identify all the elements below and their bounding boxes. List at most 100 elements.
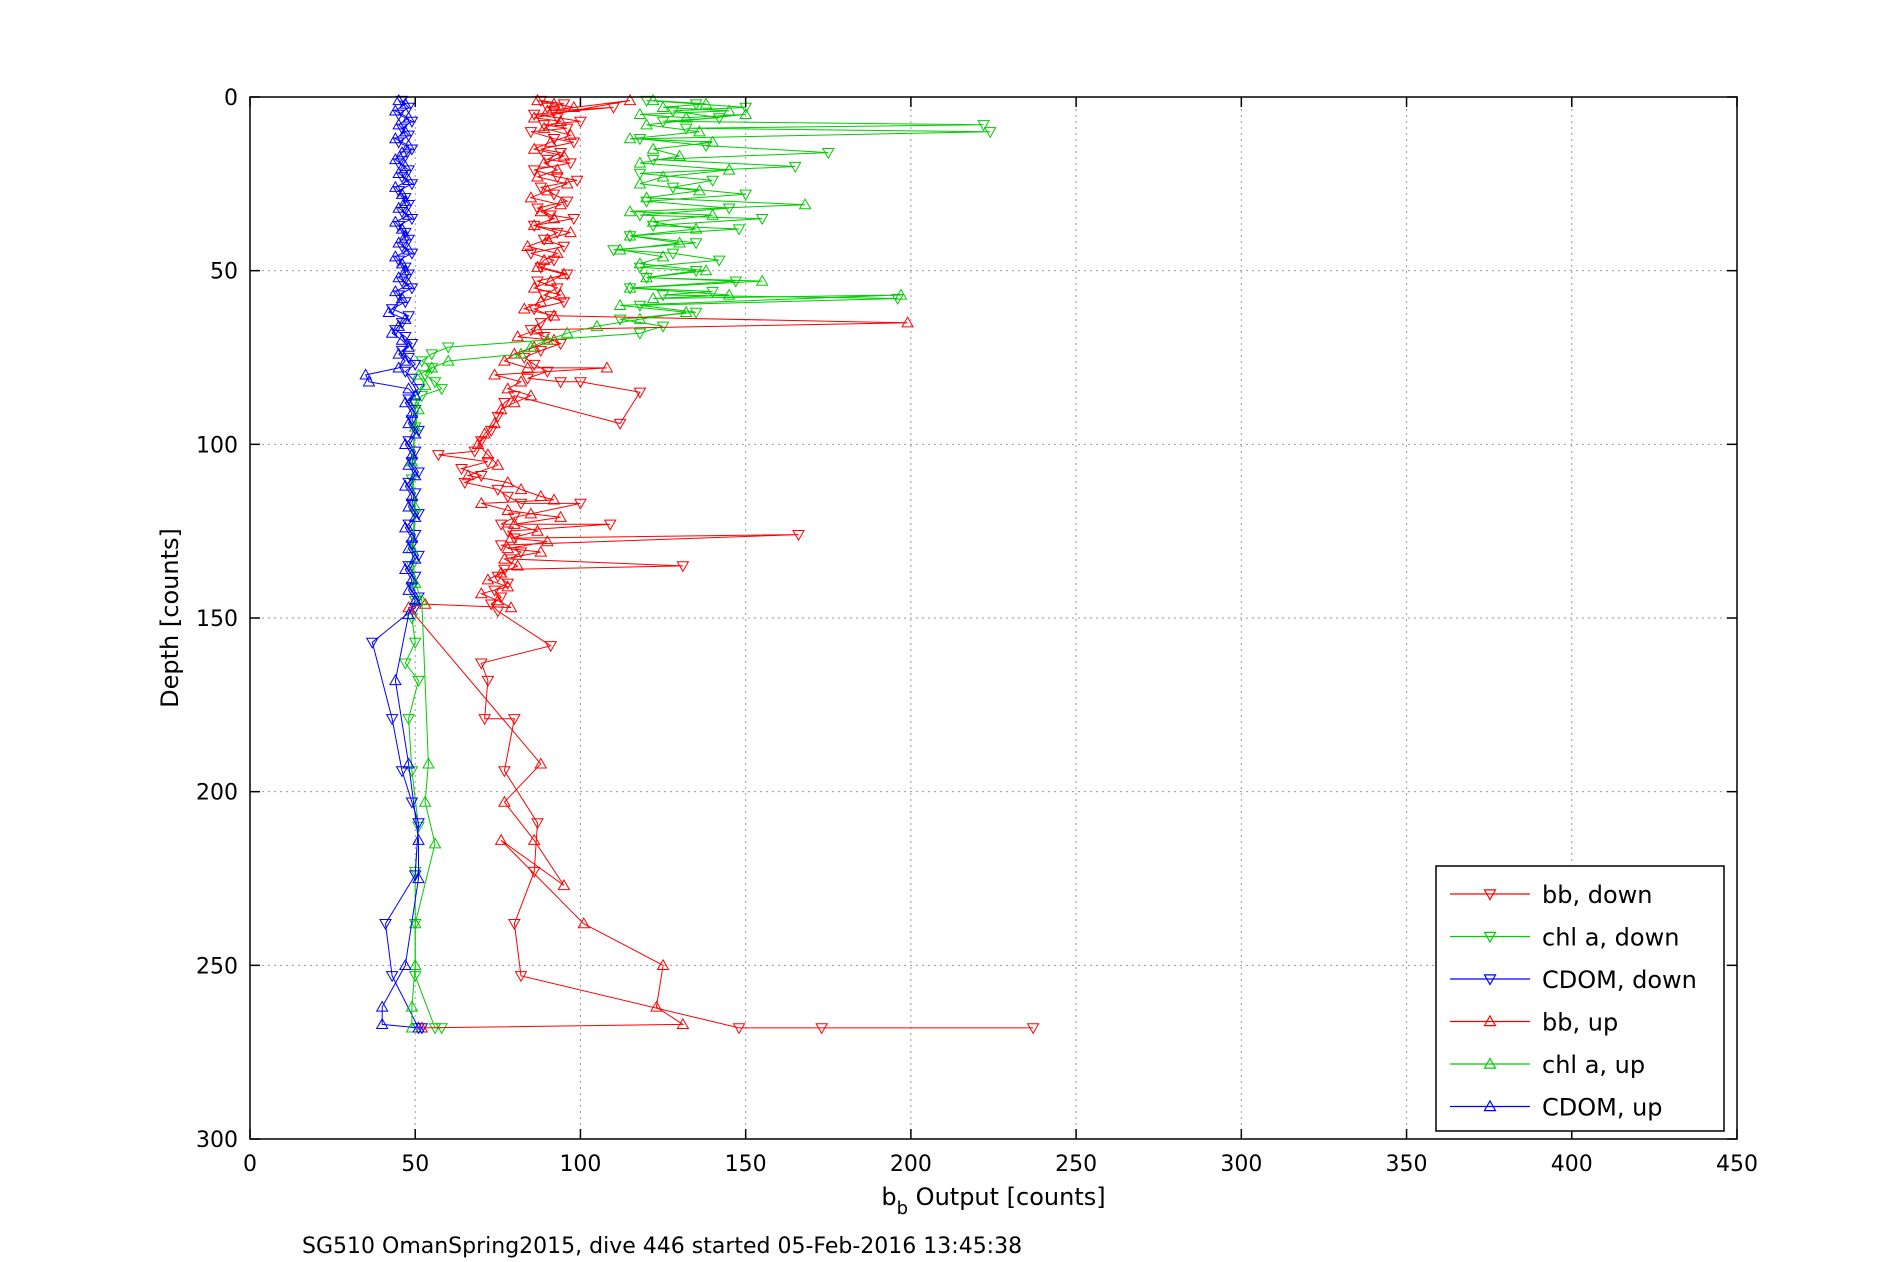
data-point [379,919,392,931]
data-point [544,641,558,653]
legend-item: CDOM, up [1450,1094,1663,1122]
data-point [398,958,412,970]
data-point [408,552,422,564]
data-point [564,158,577,170]
data-point [739,189,753,201]
data-point [894,288,908,300]
data-point [501,503,515,515]
data-point [458,477,472,490]
data-point [491,411,505,424]
series-line [438,100,1034,1029]
data-point [623,281,637,293]
x-tick-label: 200 [890,1152,932,1177]
data-point [574,116,587,128]
data-point [821,147,835,160]
data-point [656,116,670,128]
data-point [560,196,574,208]
data-point [656,958,670,970]
data-point [385,714,399,726]
data-point [514,547,528,559]
data-point [402,714,415,726]
data-point [600,361,614,373]
data-point [412,1021,425,1033]
data-point [408,510,422,522]
data-point [504,601,518,613]
data-point [474,496,488,509]
data-point [501,382,515,394]
data-point [537,121,551,133]
legend-label: chl a, up [1542,1051,1645,1079]
data-point [412,871,425,884]
data-point [498,354,511,366]
data-point [613,298,627,311]
data-point [412,550,425,562]
data-point [534,489,548,502]
legend-label: bb, up [1542,1009,1618,1037]
data-point [402,477,415,490]
data-point [633,168,647,180]
data-point [527,866,541,879]
data-point [712,255,726,267]
data-point [402,608,415,620]
data-point [554,198,567,210]
data-point [405,489,419,502]
data-point [547,212,561,224]
data-point [402,542,415,554]
legend-label: bb, down [1542,881,1652,909]
data-point [408,359,422,371]
data-point [623,229,637,241]
x-tick-label: 50 [401,1152,429,1177]
data-point [408,594,422,606]
data-point [531,276,544,288]
data-point [418,795,432,807]
data-point [514,375,528,387]
data-point [524,340,538,352]
data-point [392,361,406,373]
x-axis-label: bb Output [counts] [881,1183,1105,1219]
data-point [425,363,439,375]
ticks: 0 50 100 150 200 250 300 350 400 450 0 50 100 150 200 2… [196,86,1758,1177]
data-point [471,437,485,449]
data-point [491,458,505,470]
data-point [507,396,521,408]
series-line [411,100,902,1028]
data-point [633,156,647,168]
data-point [534,757,548,769]
data-point [412,675,425,688]
data-point [359,368,373,380]
data-point [501,491,515,503]
data-point [455,464,468,476]
data-point [673,236,686,248]
data-point [405,531,419,543]
data-point [402,278,415,290]
data-point [983,127,997,139]
legend-item: bb, down [1450,881,1652,909]
data-point [521,373,534,385]
x-tick-label: 250 [1055,1152,1097,1177]
data-point [481,448,495,460]
data-point [395,257,409,269]
data-point [405,1000,419,1012]
data-point [560,177,574,189]
data-point [501,476,515,488]
data-point [547,255,561,267]
data-point [550,227,564,239]
legend-item: chl a, down [1450,924,1679,952]
data-point [557,99,571,111]
data-point [441,342,455,354]
data-point [498,552,511,564]
data-point [395,766,409,778]
data-point [640,118,653,130]
data-point [527,219,541,231]
data-point [514,971,528,983]
data-point [557,297,571,309]
data-point [567,213,581,226]
data-point [408,488,422,500]
data-point [398,332,412,344]
data-point [392,93,406,106]
data-point [514,482,528,495]
data-point [676,1017,690,1030]
x-tick-label: 150 [725,1152,767,1177]
data-point [531,524,544,536]
data-point [623,205,637,217]
